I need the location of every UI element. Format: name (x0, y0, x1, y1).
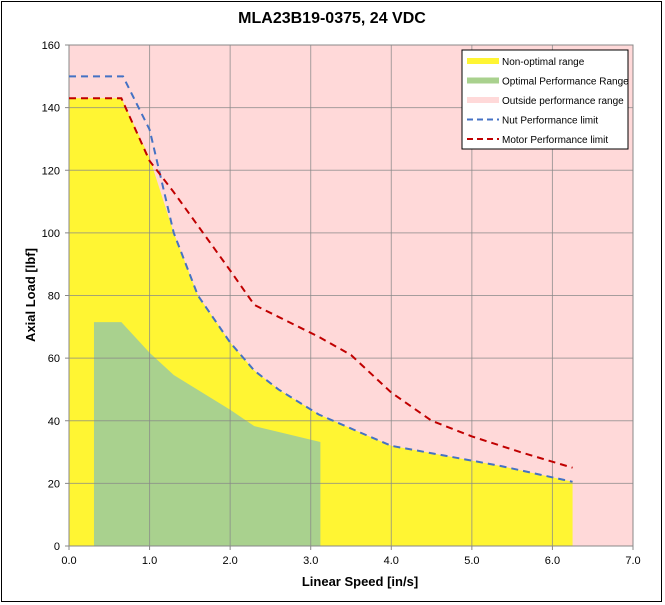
y-tick-label: 120 (42, 165, 60, 177)
series-nut-performance-limit (69, 75, 573, 483)
y-tick-label: 80 (48, 291, 60, 303)
legend-swatch (467, 97, 499, 103)
x-tick-label: 0.0 (61, 555, 76, 567)
legend-swatch (467, 58, 499, 64)
y-tick-label: 60 (48, 353, 60, 365)
legend-label: Nut Performance limit (502, 116, 598, 127)
legend-label: Non-optimal range (502, 57, 585, 68)
area-optimal-performance-range (93, 322, 321, 546)
x-tick-label: 6.0 (545, 555, 560, 567)
series-line (69, 97, 573, 469)
y-tick-label: 20 (48, 478, 60, 490)
x-tick-label: 4.0 (384, 555, 399, 567)
legend-label: Motor Performance limit (502, 135, 608, 146)
plot-border (68, 44, 634, 547)
x-tick-label: 7.0 (625, 555, 640, 567)
legend-label: Optimal Performance Range (502, 77, 629, 88)
x-tick-label: 5.0 (464, 555, 479, 567)
legend: Non-optimal range Optimal Performance Ran… (461, 49, 629, 150)
x-tick-label: 1.0 (142, 555, 157, 567)
legend-swatch (467, 77, 499, 84)
series-motor-performance-limit (69, 97, 573, 469)
y-tick-label: 160 (42, 40, 60, 52)
chart-title: MLA23B19-0375, 24 VDC (238, 10, 426, 27)
series-line (69, 75, 573, 483)
x-tick-label: 3.0 (303, 555, 318, 567)
x-axis-label: Linear Speed [in/s] (302, 574, 418, 589)
y-tick-label: 0 (54, 541, 60, 553)
x-tick-label: 2.0 (222, 555, 237, 567)
legend-label: Outside performance range (502, 96, 624, 107)
y-tick-label: 140 (42, 103, 60, 115)
y-axis-label: Axial Load [lbf] (23, 248, 38, 342)
y-tick-label: 40 (48, 416, 60, 428)
y-tick-label: 100 (42, 228, 60, 240)
